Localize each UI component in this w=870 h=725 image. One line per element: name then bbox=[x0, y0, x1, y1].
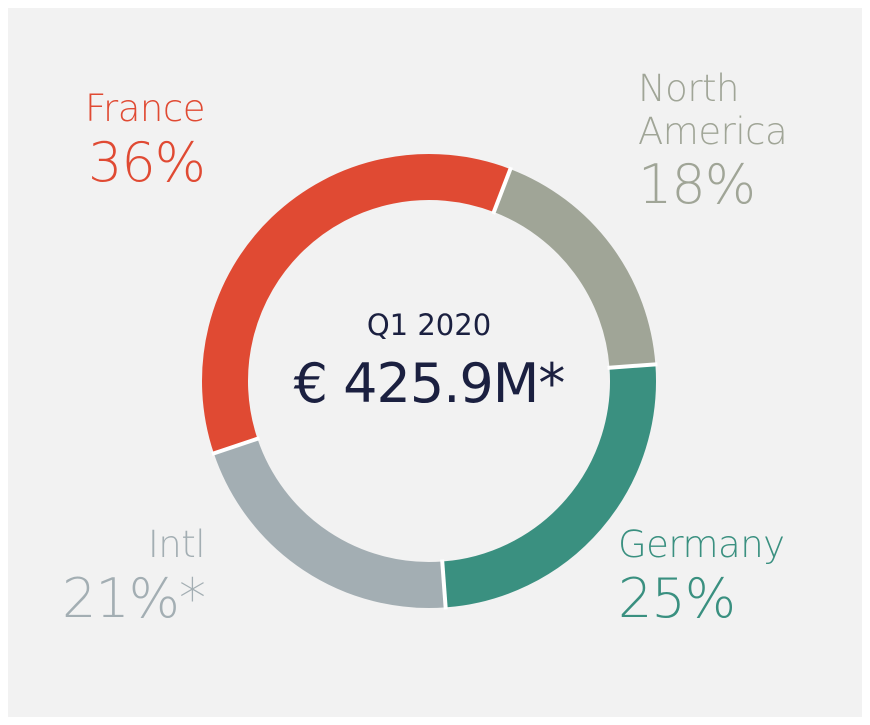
segment-label: North America 18% bbox=[638, 67, 838, 218]
segment-gap bbox=[211, 436, 260, 456]
donut-segment bbox=[202, 154, 511, 454]
category-name: Intl bbox=[147, 523, 206, 566]
category-name: Germany bbox=[618, 523, 785, 566]
segment-gap bbox=[440, 559, 448, 610]
center-value: € 425.9M* bbox=[293, 352, 566, 415]
segment-gap bbox=[607, 362, 658, 370]
value-label: 21%* bbox=[61, 566, 206, 630]
segment-label: Germany 25% bbox=[618, 523, 785, 631]
donut-segment bbox=[441, 364, 656, 608]
segment-gap bbox=[491, 166, 513, 215]
category-name: France bbox=[84, 87, 206, 130]
donut-segment bbox=[213, 438, 446, 608]
segment-label: Intl 21%* bbox=[61, 523, 206, 631]
donut-segment bbox=[493, 169, 656, 369]
value-label: 18% bbox=[638, 153, 756, 217]
value-label: 36% bbox=[87, 130, 206, 194]
value-label: 25% bbox=[618, 566, 736, 630]
center-title: Q1 2020 bbox=[366, 308, 492, 342]
segment-label: France 36% bbox=[84, 87, 206, 195]
category-name: North America bbox=[638, 67, 788, 153]
